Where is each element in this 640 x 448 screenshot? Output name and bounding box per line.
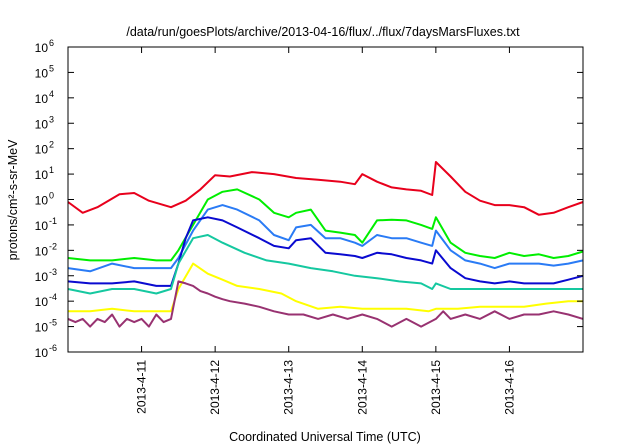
y-tick-label: 10 [35, 168, 49, 182]
y-tick-base: 10 [35, 194, 49, 208]
y-tick-exponent: 6 [49, 38, 54, 48]
series-line-1 [67, 161, 584, 216]
y-tick-label: 10 [35, 143, 49, 157]
x-tick-label: 2013-4-11 [135, 360, 149, 414]
y-tick-exponent: 5 [49, 63, 54, 73]
y-tick-base: 10 [35, 244, 49, 258]
y-tick-exponent: 3 [49, 114, 54, 124]
y-tick-base: 10 [35, 219, 49, 233]
y-tick-base: 10 [35, 143, 49, 157]
y-tick-base: 10 [35, 41, 49, 55]
y-tick-label: 10 [35, 270, 49, 284]
plot-area [67, 46, 584, 353]
y-tick-base: 10 [35, 295, 49, 309]
y-tick-label: 10 [35, 41, 49, 55]
y-tick-exponent: -3 [49, 267, 57, 277]
y-tick-base: 10 [35, 321, 49, 335]
y-tick-exponent: 2 [49, 140, 54, 150]
y-tick-label: 10 [35, 321, 49, 335]
y-tick-base: 10 [35, 66, 49, 80]
x-tick-label: 2013-4-12 [208, 360, 222, 415]
y-tick-exponent: 1 [49, 165, 54, 175]
y-tick-label: 10 [35, 194, 49, 208]
series-line-4 [67, 216, 584, 287]
x-tick-label: 2013-4-15 [429, 360, 443, 415]
y-tick-base: 10 [35, 346, 49, 360]
y-tick-exponent: -4 [49, 292, 57, 302]
y-tick-label: 10 [35, 244, 49, 258]
y-tick-base: 10 [35, 92, 49, 106]
y-tick-exponent: -5 [49, 318, 57, 328]
x-tick-label: 2013-4-14 [355, 360, 369, 415]
x-axis: 2013-4-11 2013-4-12 2013-4-13 2013-4-14 2013… [135, 47, 516, 415]
series-line-3 [67, 204, 584, 273]
y-tick-label: 10 [35, 346, 49, 360]
y-tick-exponent: -6 [49, 343, 57, 353]
chart-title: /data/run/goesPlots/archive/2013-04-16/f… [126, 25, 520, 39]
x-axis-label: Coordinated Universal Time (UTC) [229, 430, 421, 444]
y-tick-label: 10 [35, 117, 49, 131]
y-tick-exponent: -1 [49, 216, 57, 226]
y-tick-label: 10 [35, 92, 49, 106]
series-line-2 [67, 188, 584, 262]
y-tick-exponent: -2 [49, 241, 57, 251]
y-axis: 10 -610 -510 -410 -310 -210 -110 010 110 210 310 41… [35, 38, 583, 360]
y-tick-base: 10 [35, 270, 49, 284]
series-line-5 [67, 234, 583, 295]
y-tick-base: 10 [35, 168, 49, 182]
x-tick-label: 2013-4-16 [502, 360, 516, 415]
y-tick-exponent: 4 [49, 89, 54, 99]
y-tick-label: 10 [35, 66, 49, 80]
y-tick-base: 10 [35, 117, 49, 131]
series-layer [67, 161, 584, 328]
series-line-7 [67, 280, 584, 328]
y-tick-label: 10 [35, 219, 49, 233]
y-axis-label: protons/cm²-s-sr-MeV [6, 139, 20, 261]
x-tick-label: 2013-4-13 [282, 360, 296, 415]
series-line-6 [68, 262, 583, 313]
y-tick-exponent: 0 [49, 191, 54, 201]
y-tick-label: 10 [35, 295, 49, 309]
